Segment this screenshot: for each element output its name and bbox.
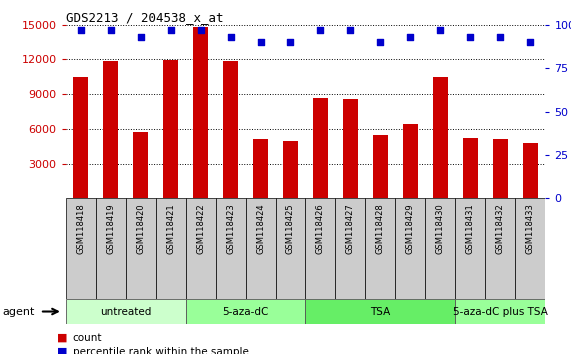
Text: GSM118433: GSM118433 [526,203,535,254]
Point [526,39,535,45]
Bar [403,124,418,198]
Point [166,27,175,33]
Bar [365,198,395,299]
Point [226,34,235,40]
Text: percentile rank within the sample: percentile rank within the sample [73,347,248,354]
Point [136,34,145,40]
Text: untreated: untreated [100,307,151,316]
Text: 5-aza-dC plus TSA: 5-aza-dC plus TSA [453,307,548,316]
Bar [66,198,96,299]
Point [406,34,415,40]
Text: GSM118427: GSM118427 [346,203,355,254]
Bar [126,198,155,299]
Text: GSM118430: GSM118430 [436,203,445,254]
Bar [96,198,126,299]
Bar [455,299,545,324]
Bar [133,132,148,198]
Point [196,27,205,33]
Bar [425,198,455,299]
Bar [186,299,305,324]
Bar [455,198,485,299]
Bar [463,138,478,198]
Bar [193,27,208,198]
Bar [305,299,455,324]
Point [316,27,325,33]
Bar [485,198,515,299]
Bar [433,77,448,198]
Bar [515,198,545,299]
Text: GSM118428: GSM118428 [376,203,385,254]
Bar [343,99,358,198]
Text: ■: ■ [57,347,67,354]
Bar [283,141,298,198]
Bar [155,198,186,299]
Text: GDS2213 / 204538_x_at: GDS2213 / 204538_x_at [66,11,223,24]
Bar [246,198,275,299]
Text: GSM118418: GSM118418 [76,203,85,254]
Text: GSM118419: GSM118419 [106,203,115,254]
Point [256,39,265,45]
Bar [313,98,328,198]
Text: GSM118425: GSM118425 [286,203,295,254]
Bar [103,61,118,198]
Bar [66,299,186,324]
Bar [215,198,246,299]
Bar [335,198,365,299]
Text: GSM118420: GSM118420 [136,203,145,254]
Text: GSM118432: GSM118432 [496,203,505,254]
Bar [275,198,305,299]
Point [286,39,295,45]
Text: GSM118424: GSM118424 [256,203,265,254]
Text: GSM118421: GSM118421 [166,203,175,254]
Text: ■: ■ [57,333,67,343]
Bar [493,139,508,198]
Bar [395,198,425,299]
Text: GSM118423: GSM118423 [226,203,235,254]
Bar [373,135,388,198]
Text: count: count [73,333,102,343]
Bar [305,198,335,299]
Bar [163,60,178,198]
Text: GSM118426: GSM118426 [316,203,325,254]
Text: GSM118429: GSM118429 [406,203,415,254]
Text: TSA: TSA [371,307,391,316]
Bar [73,77,88,198]
Point [376,39,385,45]
Text: GSM118431: GSM118431 [466,203,475,254]
Text: 5-aza-dC: 5-aza-dC [222,307,269,316]
Point [76,27,85,33]
Bar [523,143,538,198]
Point [496,34,505,40]
Bar [253,139,268,198]
Point [436,27,445,33]
Point [106,27,115,33]
Bar [223,61,238,198]
Point [466,34,475,40]
Point [346,27,355,33]
Text: agent: agent [3,307,35,316]
Text: GSM118422: GSM118422 [196,203,205,254]
Bar [186,198,215,299]
